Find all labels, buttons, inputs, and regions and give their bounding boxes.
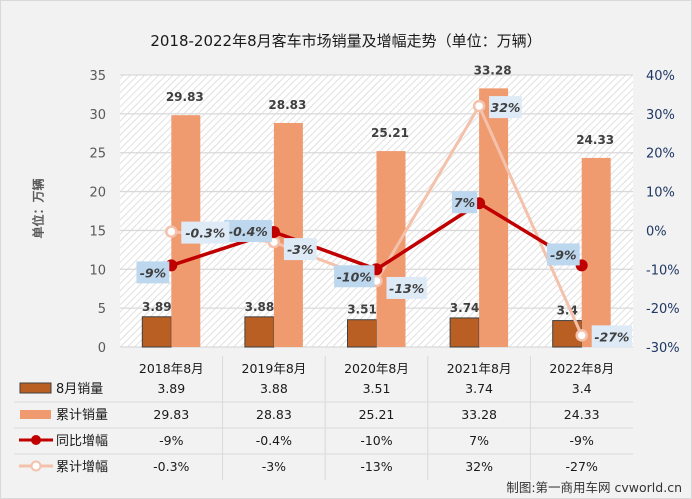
yoy-growth-label-box [334, 265, 375, 288]
yoy-growth-label: -9% [550, 247, 576, 262]
bar-label-monthly: 3.51 [347, 303, 377, 317]
cumulative-growth-label-box [489, 96, 522, 119]
legend-label: 累计销量 [56, 408, 108, 423]
y2-tick-label: -20% [646, 302, 680, 317]
table-cell: 24.33 [564, 407, 600, 422]
table-cell: -10% [360, 433, 392, 448]
table-cell: 7% [469, 433, 489, 448]
y2-tick-label: 10% [646, 186, 675, 201]
cumulative-growth-label: -27% [594, 329, 629, 344]
table-cell: 3.51 [363, 381, 391, 396]
legend-key-monthly-sales [19, 382, 52, 394]
chart-credit: 制图:第一商用车网 cvworld.cn [506, 480, 682, 495]
cumulative-growth-label: -3% [287, 242, 313, 257]
y2-tick-label: -10% [646, 263, 680, 278]
table-cell: 33.28 [461, 407, 497, 422]
yoy-growth-label: -10% [337, 269, 372, 284]
table-cell: -0.3% [153, 459, 189, 474]
cumulative-growth-marker [472, 99, 486, 113]
cumulative-growth-label-box [181, 221, 230, 244]
chart-title: 2018-2022年8月客车市场销量及增幅走势（单位：万辆） [150, 32, 542, 50]
yoy-growth-label-box [451, 191, 478, 214]
bar-label-monthly: 3.88 [245, 300, 275, 314]
legend-key-yoy-growth-marker [31, 435, 41, 445]
legend-label: 累计增幅 [56, 460, 108, 475]
bar-label-monthly: 3.74 [450, 301, 480, 315]
table-cell: -13% [360, 459, 392, 474]
cumulative-growth-label: -0.3% [185, 226, 225, 241]
yoy-growth-label: -9% [140, 265, 166, 280]
y-tick-label: 20 [89, 186, 106, 201]
bar-label-cumulative: 24.33 [576, 133, 614, 147]
cumulative-growth-label-box [283, 238, 317, 261]
bar-monthly-sales [141, 316, 172, 348]
bar-cumulative-sales [376, 151, 406, 347]
table-cell: -9% [570, 433, 594, 448]
legend-key-cumulative-sales [20, 410, 51, 419]
legend-label: 8月销量 [56, 382, 103, 397]
yoy-growth-label: -0.4% [228, 224, 268, 239]
cumulative-growth-label-box [591, 325, 633, 348]
y-tick-label: 0 [98, 341, 106, 356]
yoy-growth-label-box [546, 243, 580, 266]
table-cell: -0.4% [256, 433, 292, 448]
bar-cumulative-sales [581, 157, 611, 347]
y2-tick-label: 40% [646, 69, 675, 84]
bar-label-cumulative: 25.21 [371, 126, 409, 140]
bar-label-cumulative: 29.83 [166, 90, 204, 104]
table-category-label: 2020年8月 [344, 361, 409, 376]
y2-tick-label: -30% [646, 341, 680, 356]
table-category-label: 2019年8月 [242, 361, 307, 376]
bar-monthly-sales [449, 317, 480, 348]
table-cell: 3.89 [157, 381, 185, 396]
table-cell: 28.83 [256, 407, 292, 422]
y-tick-label: 5 [98, 302, 106, 317]
table-category-label: 2018年8月 [139, 361, 204, 376]
bar-monthly-sales [244, 316, 275, 348]
table-cell: 3.4 [572, 381, 592, 396]
table-category-label: 2021年8月 [447, 361, 512, 376]
y-tick-label: 25 [89, 147, 106, 162]
table-cell: 3.74 [465, 381, 493, 396]
y-tick-label: 10 [89, 263, 106, 278]
table-cell: -9% [159, 433, 183, 448]
legend-label: 同比增幅 [56, 434, 108, 449]
table-category-label: 2022年8月 [549, 361, 614, 376]
y-tick-label: 30 [89, 108, 106, 123]
table-cell: 29.83 [153, 407, 189, 422]
yoy-growth-label-box [136, 261, 170, 284]
cumulative-growth-label-box [386, 276, 427, 299]
bar-label-cumulative: 33.28 [474, 63, 512, 77]
table-cell: 25.21 [359, 407, 395, 422]
cumulative-growth-marker [165, 225, 178, 238]
legend-key-cumulative-growth-marker [30, 460, 42, 472]
table-cell: 32% [465, 459, 493, 474]
cumulative-growth-marker [575, 329, 588, 342]
y2-tick-label: 30% [646, 108, 675, 123]
cumulative-growth-label: -13% [389, 281, 424, 296]
table-cell: -27% [566, 459, 598, 474]
y2-tick-label: 0% [646, 224, 667, 239]
yoy-growth-label: 7% [454, 195, 475, 210]
yoy-growth-label-box [223, 219, 272, 242]
table-cell: -3% [262, 459, 286, 474]
cumulative-growth-label: 32% [491, 100, 521, 115]
bar-label-monthly: 3.89 [142, 300, 172, 314]
bar-monthly-sales [347, 319, 377, 348]
y-tick-label: 35 [89, 69, 106, 84]
y-tick-label: 15 [89, 224, 106, 239]
table-cell: 3.88 [260, 381, 288, 396]
bar-label-cumulative: 28.83 [268, 98, 306, 112]
y2-tick-label: 20% [646, 147, 675, 162]
